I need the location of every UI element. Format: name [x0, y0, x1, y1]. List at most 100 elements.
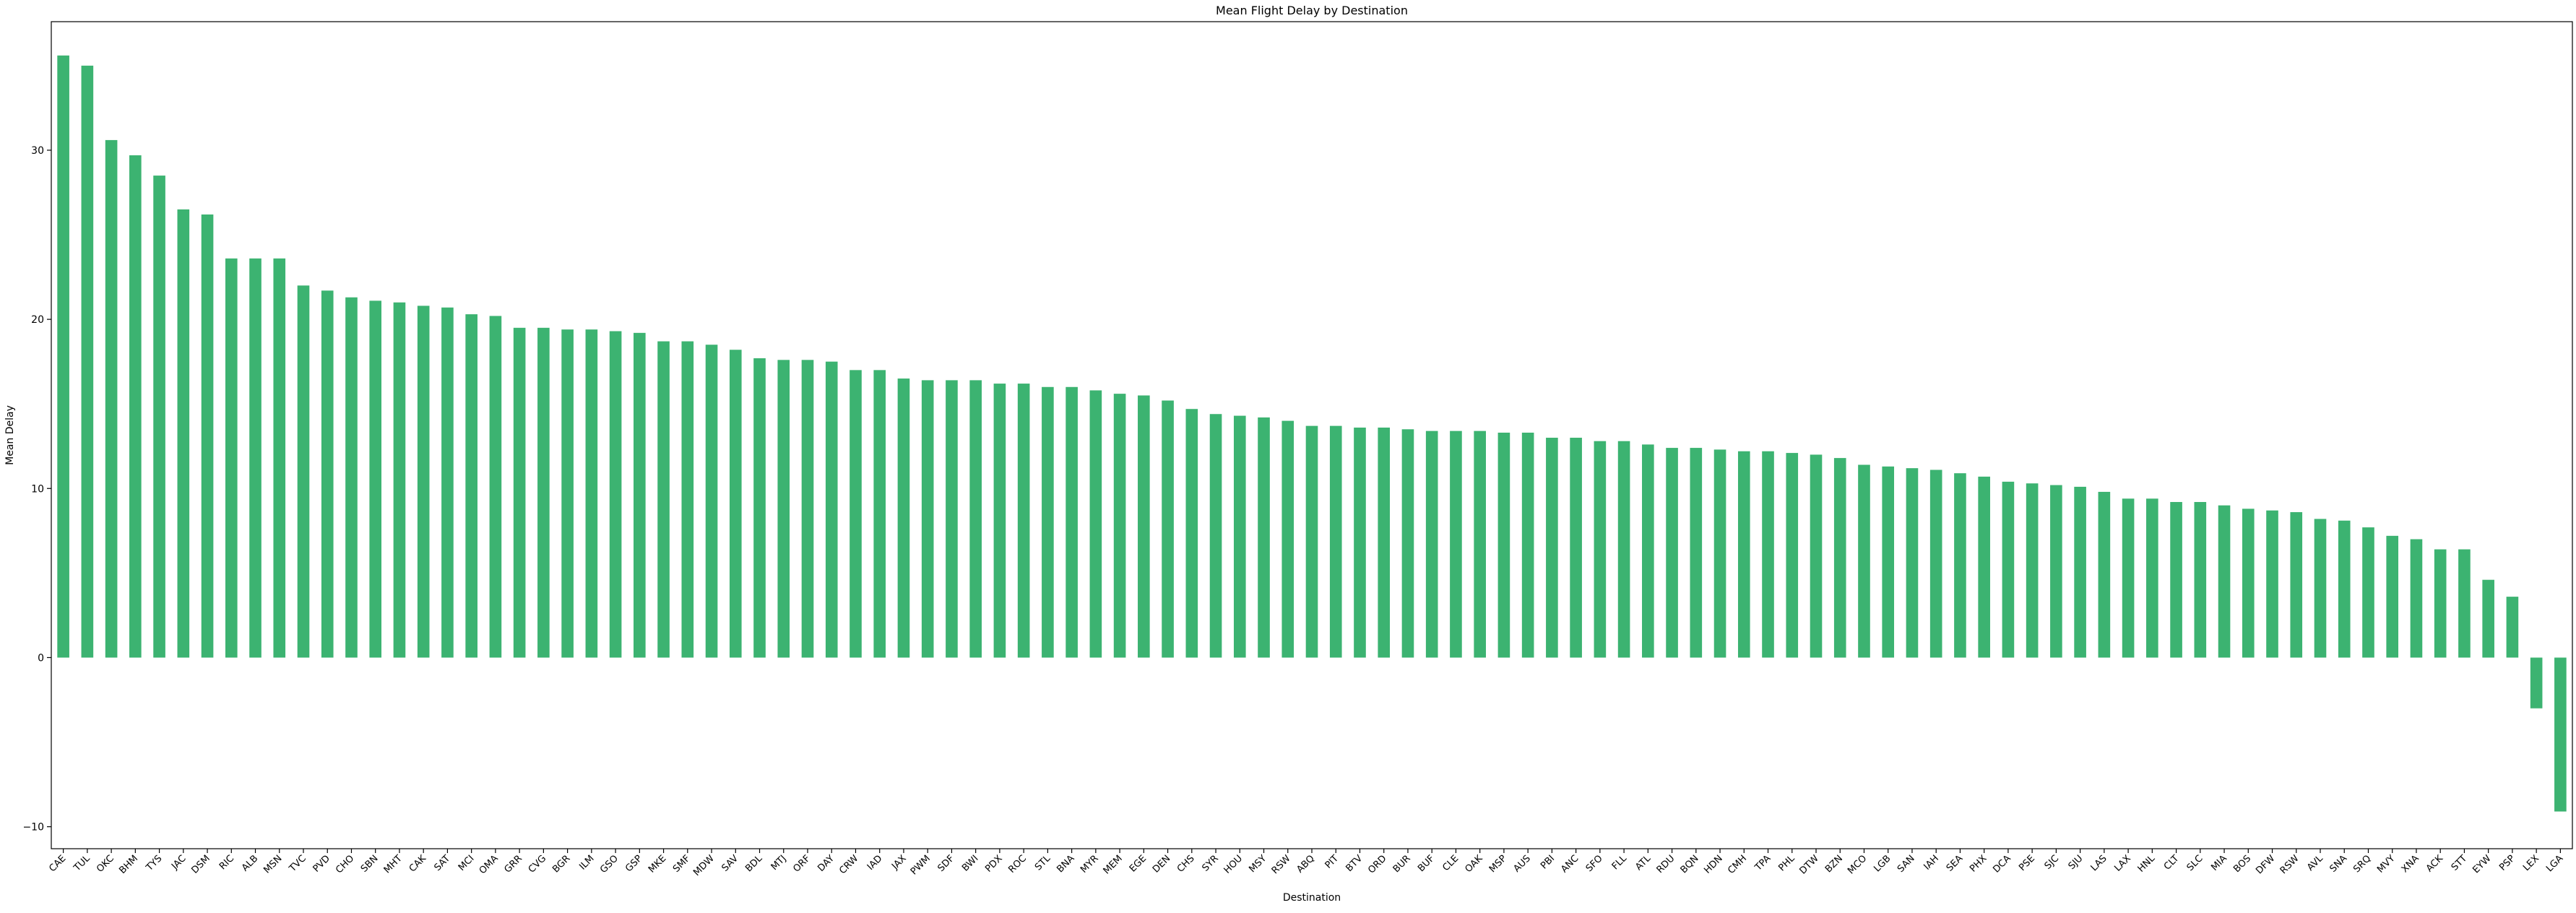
bar-tvc: [297, 285, 310, 658]
bar-ege: [1138, 395, 1150, 658]
bar-pit: [1329, 425, 1342, 658]
bar-bgr: [561, 329, 574, 658]
y-tick-label: −10: [22, 822, 44, 834]
bar-lgb: [1882, 466, 1895, 658]
bar-tys: [153, 176, 165, 658]
bar-alb: [249, 258, 262, 658]
bar-oma: [489, 316, 502, 658]
bar-jax: [897, 378, 910, 658]
bar-syr: [1209, 414, 1222, 658]
bar-hou: [1233, 415, 1246, 658]
bar-btv: [1354, 427, 1366, 658]
bar-chs: [1185, 409, 1198, 658]
bar-avl: [2314, 519, 2327, 658]
bar-ack: [2434, 549, 2447, 658]
bar-bur: [1401, 429, 1414, 658]
bar-dca: [2002, 481, 2015, 658]
bar-mke: [657, 341, 670, 658]
bar-jac: [177, 209, 190, 658]
bar-lax: [2122, 498, 2135, 658]
bar-stl: [1042, 386, 1054, 658]
bar-sna: [2338, 520, 2351, 658]
bar-abq: [1305, 425, 1318, 658]
bar-dsm: [201, 214, 214, 658]
bar-mia: [2218, 505, 2231, 658]
bar-cak: [417, 306, 430, 658]
bar-ilm: [585, 329, 598, 658]
y-axis-label: Mean Delay: [4, 405, 16, 465]
bar-sea: [1954, 473, 1966, 658]
bar-grr: [513, 327, 526, 658]
bar-tpa: [1762, 451, 1774, 658]
bar-cle: [1450, 430, 1462, 658]
bar-mco: [1858, 464, 1870, 658]
y-tick-label: 30: [31, 145, 44, 157]
bar-smf: [681, 341, 694, 658]
bar-hnl: [2146, 498, 2158, 658]
bar-cvg: [537, 327, 550, 658]
bar-stt: [2458, 549, 2471, 658]
bar-orf: [801, 360, 814, 658]
bar-phx: [1978, 476, 1990, 658]
bar-mvy: [2386, 535, 2399, 658]
bar-xna: [2410, 539, 2423, 658]
bar-iad: [873, 370, 886, 658]
bar-mci: [465, 314, 477, 658]
bar-sdf: [946, 380, 958, 658]
bar-bhm: [129, 155, 142, 658]
bar-pbi: [1546, 438, 1558, 658]
bar-tul: [81, 65, 94, 658]
bar-pvd: [321, 290, 334, 658]
bar-msp: [1497, 432, 1510, 658]
bar-atl: [1642, 444, 1654, 658]
bar-pdx: [993, 384, 1006, 658]
bar-iah: [1929, 470, 1942, 658]
y-tick-label: 10: [31, 483, 44, 495]
bar-fll: [1617, 441, 1630, 658]
bar-mtj: [777, 360, 790, 658]
bar-bdl: [753, 358, 766, 658]
bar-gsp: [634, 332, 646, 658]
bar-bos: [2242, 509, 2255, 658]
bar-msn: [273, 258, 286, 658]
bar-sfo: [1594, 441, 1607, 658]
bar-sju: [2074, 486, 2086, 658]
bar-phl: [1786, 453, 1799, 658]
bar-bqn: [1690, 448, 1703, 658]
bar-crw: [850, 370, 862, 658]
bar-bwi: [969, 380, 982, 658]
bars-group: [57, 55, 2567, 812]
bar-mem: [1113, 394, 1126, 658]
bar-ric: [225, 258, 238, 658]
bar-rsw: [2290, 512, 2303, 658]
bar-gso: [609, 331, 622, 658]
bar-myr: [1089, 390, 1102, 658]
x-axis-label: Destination: [1283, 892, 1341, 904]
bar-aus: [1521, 432, 1534, 658]
bar-day: [825, 361, 838, 658]
bar-lga: [2554, 657, 2567, 812]
bar-buf: [1425, 430, 1438, 658]
bar-cho: [345, 297, 358, 658]
bar-sbn: [369, 300, 382, 658]
bar-psp: [2506, 597, 2519, 658]
bar-srq: [2362, 527, 2374, 658]
bar-pse: [2026, 483, 2039, 658]
y-axis: −10 0 10 20 30: [22, 145, 51, 834]
chart-title: Mean Flight Delay by Destination: [1216, 4, 1408, 17]
bar-sat: [441, 307, 454, 658]
bar-den: [1162, 400, 1174, 658]
bar-hdn: [1713, 449, 1726, 658]
bar-cmh: [1737, 451, 1750, 658]
bar-roc: [1017, 384, 1030, 658]
bar-bna: [1066, 386, 1078, 658]
bar-eyw: [2482, 579, 2494, 658]
bar-lex: [2530, 657, 2543, 709]
bar-mht: [393, 302, 406, 658]
bar-rsw: [1281, 420, 1295, 658]
bar-msy: [1258, 417, 1270, 658]
bar-ord: [1378, 427, 1391, 658]
bar-dtw: [1810, 454, 1823, 658]
